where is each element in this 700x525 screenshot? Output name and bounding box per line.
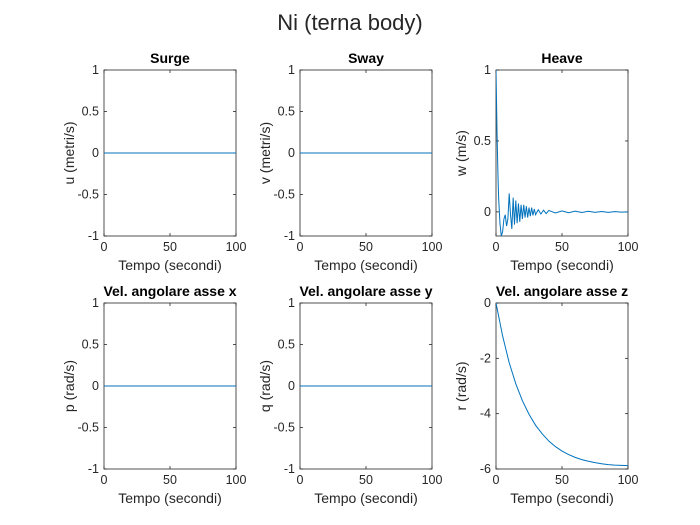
subplot-5: 0 50 100 -1 -0.5 0 0.5 1 Vel. angolare asse y Tem…: [257, 283, 442, 506]
x-tick-label: 50: [163, 473, 177, 487]
y-tick-label: 1: [484, 63, 491, 77]
y-tick-label: -6: [480, 462, 491, 476]
x-tick-label: 0: [297, 240, 304, 254]
x-tick-label: 50: [359, 240, 373, 254]
subplot-3: 0 50 100 0 0.5 1 Heave Tempo (secondi) w (m/s): [453, 50, 638, 273]
y-tick-label: 1: [288, 296, 295, 310]
y-tick-label: 0.5: [82, 105, 99, 119]
x-tick-label: 100: [422, 240, 443, 254]
y-tick-label: 0.5: [278, 105, 295, 119]
y-tick-label: 0.5: [278, 338, 295, 352]
subplot-title: Sway: [348, 50, 384, 66]
y-tick-label: -1: [88, 462, 99, 476]
y-tick-label: -1: [284, 229, 295, 243]
y-axis-label: r (rad/s): [453, 362, 469, 411]
x-axis-label: Tempo (secondi): [118, 490, 222, 506]
y-tick-label: 1: [92, 63, 99, 77]
x-tick-label: 100: [226, 473, 247, 487]
x-tick-label: 50: [555, 473, 569, 487]
x-tick-label: 0: [297, 473, 304, 487]
y-tick-label: -0.5: [77, 188, 99, 202]
y-axis-label: u (metri/s): [61, 122, 77, 185]
y-tick-label: 1: [288, 63, 295, 77]
y-axis-label: w (m/s): [453, 130, 469, 177]
figure-title: Ni (terna body): [277, 10, 423, 35]
y-axis-label: p (rad/s): [61, 360, 77, 412]
x-tick-label: 100: [618, 240, 639, 254]
subplot-2: 0 50 100 -1 -0.5 0 0.5 1 Sway Tempo (secondi) v (m…: [257, 50, 442, 273]
plot-area: [495, 302, 629, 470]
subplot-title: Vel. angolare asse x: [103, 283, 236, 299]
y-tick-label: 0: [288, 379, 295, 393]
subplot-title: Vel. angolare asse y: [299, 283, 432, 299]
y-tick-label: 0.5: [474, 134, 491, 148]
y-tick-label: 1: [92, 296, 99, 310]
x-tick-label: 100: [618, 473, 639, 487]
x-tick-label: 50: [163, 240, 177, 254]
subplot-6: 0 50 100 -6 -4 -2 0 Vel. angolare asse z Tempo (…: [453, 283, 638, 506]
x-axis-label: Tempo (secondi): [510, 490, 614, 506]
y-tick-label: -0.5: [273, 421, 295, 435]
x-tick-label: 0: [101, 473, 108, 487]
x-tick-label: 0: [493, 240, 500, 254]
x-tick-label: 50: [359, 473, 373, 487]
y-axis-label: q (rad/s): [257, 360, 273, 412]
series-line: [496, 303, 628, 467]
y-tick-label: -0.5: [273, 188, 295, 202]
x-tick-label: 0: [493, 473, 500, 487]
subplot-4: 0 50 100 -1 -0.5 0 0.5 1 Vel. angolare asse x Tem…: [61, 283, 246, 506]
y-tick-label: 0: [484, 205, 491, 219]
y-tick-label: -1: [284, 462, 295, 476]
x-tick-label: 100: [422, 473, 443, 487]
subplot-1: 0 50 100 -1 -0.5 0 0.5 1 Surge Tempo (secondi) u (…: [61, 50, 246, 273]
x-axis-label: Tempo (secondi): [118, 257, 222, 273]
x-tick-label: 50: [555, 240, 569, 254]
y-tick-label: -0.5: [77, 421, 99, 435]
y-tick-label: -2: [480, 351, 491, 365]
y-tick-label: 0: [484, 296, 491, 310]
subplot-title: Vel. angolare asse z: [496, 283, 628, 299]
x-axis-label: Tempo (secondi): [510, 257, 614, 273]
y-tick-label: 0: [92, 146, 99, 160]
y-tick-label: -1: [88, 229, 99, 243]
x-tick-label: 0: [101, 240, 108, 254]
x-axis-label: Tempo (secondi): [314, 257, 418, 273]
x-tick-label: 100: [226, 240, 247, 254]
y-tick-label: 0: [92, 379, 99, 393]
x-axis-label: Tempo (secondi): [314, 490, 418, 506]
y-tick-label: 0.5: [82, 338, 99, 352]
subplot-title: Heave: [541, 50, 582, 66]
series-line: [496, 70, 628, 236]
y-tick-label: 0: [288, 146, 295, 160]
subplot-title: Surge: [150, 50, 190, 66]
y-tick-label: -4: [480, 407, 491, 421]
y-axis-label: v (metri/s): [257, 122, 273, 184]
